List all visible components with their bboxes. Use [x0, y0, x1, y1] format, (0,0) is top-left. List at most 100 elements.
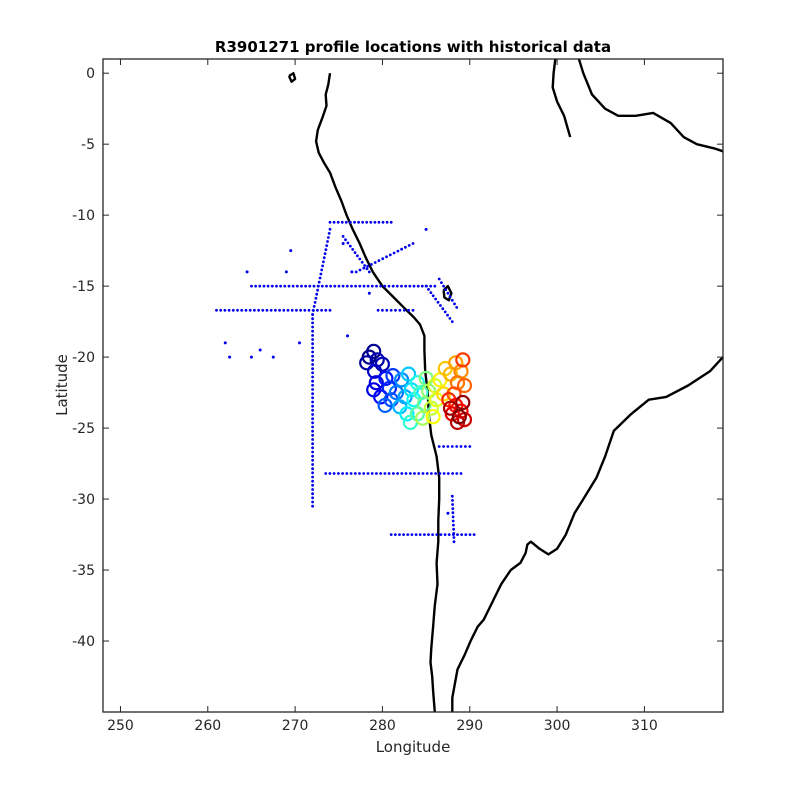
historical-point [455, 306, 459, 309]
historical-point [320, 308, 323, 312]
historical-point [311, 458, 314, 462]
historical-point [439, 304, 442, 307]
historical-point [236, 308, 239, 312]
historical-point [452, 523, 455, 527]
historical-point [381, 308, 384, 312]
historical-point [379, 284, 383, 288]
historical-point [417, 472, 421, 475]
historical-point [441, 307, 445, 311]
historical-point [322, 260, 325, 264]
historical-point [468, 445, 472, 448]
y-tick-label: -25 [72, 421, 95, 437]
historical-point [420, 284, 424, 288]
historical-point [311, 446, 314, 450]
historical-point [248, 308, 252, 312]
historical-point [223, 308, 227, 312]
historical-point [269, 308, 273, 312]
historical-point [311, 329, 314, 333]
historical-point [244, 308, 248, 312]
y-tick-label: -15 [72, 279, 95, 295]
historical-point [418, 533, 422, 536]
float-profile-23 [409, 375, 425, 391]
historical-point [311, 404, 314, 408]
coastline-0 [314, 73, 441, 713]
historical-point [357, 220, 360, 224]
historical-point [311, 317, 314, 321]
historical-point [316, 308, 319, 312]
historical-point [311, 504, 314, 508]
y-tick-label: -10 [72, 208, 95, 224]
historical-point [311, 371, 314, 375]
historical-point [410, 533, 414, 536]
historical-point [320, 284, 324, 288]
historical-point [270, 284, 274, 288]
historical-point [443, 310, 447, 314]
float-profile-14 [377, 397, 393, 413]
x-tick-label: 290 [456, 718, 483, 734]
historical-point [318, 276, 322, 280]
historical-point [327, 236, 330, 239]
x-axis-label: Longitude [376, 738, 451, 756]
historical-point [311, 442, 314, 446]
historical-point [325, 284, 328, 288]
float-profile-42 [456, 377, 473, 394]
historical-point [311, 454, 314, 458]
float-profile-44 [455, 352, 471, 368]
historical-point [346, 241, 350, 245]
historical-point [389, 220, 393, 224]
historical-point [341, 235, 345, 238]
historical-point [375, 284, 378, 288]
float-profile-51 [442, 400, 459, 416]
float-profile-30 [415, 410, 431, 426]
historical-point [389, 533, 393, 536]
historical-point [311, 325, 314, 329]
historical-point [266, 284, 270, 288]
historical-point [324, 248, 328, 252]
historical-point [392, 472, 395, 475]
historical-point [311, 363, 314, 366]
historical-point [332, 220, 336, 224]
historical-point [328, 227, 332, 231]
historical-point [408, 284, 412, 288]
historical-point [311, 334, 314, 337]
historical-point [321, 264, 324, 268]
historical-point [311, 313, 314, 316]
historical-point [402, 308, 406, 312]
historical-point [451, 472, 454, 475]
chart-title: R3901271 profile locations with historic… [215, 38, 611, 56]
historical-point [345, 284, 349, 288]
float-profile-12 [385, 368, 401, 384]
historical-point [451, 515, 455, 519]
x-tick-label: 310 [631, 718, 658, 734]
historical-point [446, 445, 450, 448]
historical-point [354, 284, 357, 288]
historical-point [249, 355, 253, 359]
historical-point [332, 472, 336, 475]
historical-point [464, 445, 467, 448]
historical-point [440, 281, 443, 284]
historical-point [341, 284, 345, 288]
historical-point [316, 288, 319, 292]
historical-point [400, 472, 404, 475]
historical-point [464, 533, 468, 536]
historical-point [406, 533, 410, 536]
historical-point [383, 284, 387, 288]
historical-point [353, 220, 356, 224]
historical-point [360, 260, 364, 264]
historical-point [396, 472, 399, 475]
historical-point [311, 413, 314, 416]
historical-point [323, 252, 327, 256]
historical-point [354, 270, 358, 274]
historical-point [311, 367, 314, 371]
historical-point [437, 277, 441, 281]
historical-point [452, 527, 455, 531]
float-profile-3 [359, 355, 375, 371]
historical-point [328, 472, 332, 475]
historical-point [314, 296, 318, 300]
historical-point [219, 308, 223, 312]
historical-point [254, 284, 257, 288]
historical-point [349, 220, 352, 224]
historical-point [313, 301, 317, 304]
historical-point [350, 284, 353, 288]
historical-point [261, 308, 265, 312]
